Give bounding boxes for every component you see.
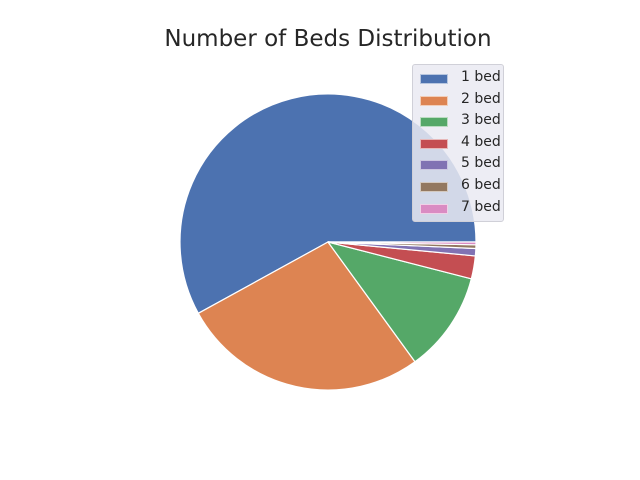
legend-swatch	[420, 138, 448, 149]
legend-label: 7 bed	[461, 198, 501, 215]
legend-item: 2 bed	[413, 90, 503, 112]
pie-slice-2-bed	[197, 241, 416, 391]
pie-slice-7-bed	[327, 241, 477, 246]
legend-swatch	[420, 160, 448, 171]
legend-swatch	[420, 181, 448, 192]
legend-label: 6 bed	[461, 176, 501, 193]
legend: 1 bed 2 bed 3 bed 4 bed 5 bed 6 bed 7 bed	[412, 64, 504, 223]
legend-item: 4 bed	[413, 133, 503, 155]
legend-swatch	[420, 203, 448, 214]
legend-item: 3 bed	[413, 111, 503, 133]
legend-swatch	[420, 117, 448, 128]
legend-item: 5 bed	[413, 154, 503, 176]
legend-label: 5 bed	[461, 155, 501, 172]
legend-label: 3 bed	[461, 112, 501, 129]
pie-slice-3-bed	[327, 241, 472, 363]
legend-item: 6 bed	[413, 176, 503, 198]
chart-title: Number of Beds Distribution	[164, 26, 492, 52]
legend-item: 1 bed	[413, 68, 503, 90]
legend-swatch	[420, 74, 448, 84]
legend-swatch	[420, 95, 448, 106]
legend-label: 1 bed	[461, 69, 501, 85]
legend-label: 2 bed	[461, 90, 501, 107]
legend-label: 4 bed	[461, 133, 501, 150]
pie-slices	[179, 93, 477, 391]
legend-item: 7 bed	[413, 198, 503, 220]
